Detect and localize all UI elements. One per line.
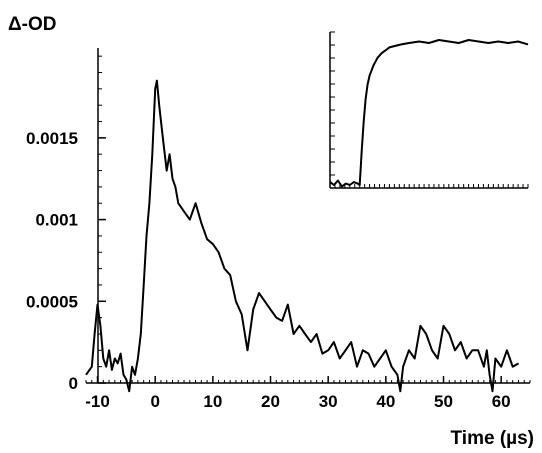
x-tick-label: 30 bbox=[319, 392, 338, 411]
x-tick-label: 60 bbox=[492, 392, 511, 411]
x-tick-label: 10 bbox=[203, 392, 222, 411]
y-tick-label: 0.0015 bbox=[26, 129, 78, 148]
y-axis-title: Δ-OD bbox=[8, 14, 56, 35]
y-tick-label: 0 bbox=[69, 374, 78, 393]
x-tick-label: 20 bbox=[261, 392, 280, 411]
x-tick-group: -10 0 10 20 30 40 50 60 bbox=[85, 376, 531, 411]
x-tick-label: 40 bbox=[376, 392, 395, 411]
x-tick-label: 50 bbox=[434, 392, 453, 411]
y-tick-label: 0.001 bbox=[35, 211, 78, 230]
inset-plot bbox=[329, 31, 529, 189]
y-tick-label: 0.0005 bbox=[26, 292, 78, 311]
x-axis-title: Time (µs) bbox=[451, 428, 534, 449]
series-line-main bbox=[85, 79, 519, 393]
y-tick-group: 0 0.0005 0.001 0.0015 bbox=[26, 55, 106, 393]
x-tick-label: 0 bbox=[150, 392, 159, 411]
x-tick-label: -10 bbox=[85, 392, 110, 411]
inset-series-line bbox=[329, 39, 529, 188]
inset-tick-group bbox=[329, 31, 529, 189]
